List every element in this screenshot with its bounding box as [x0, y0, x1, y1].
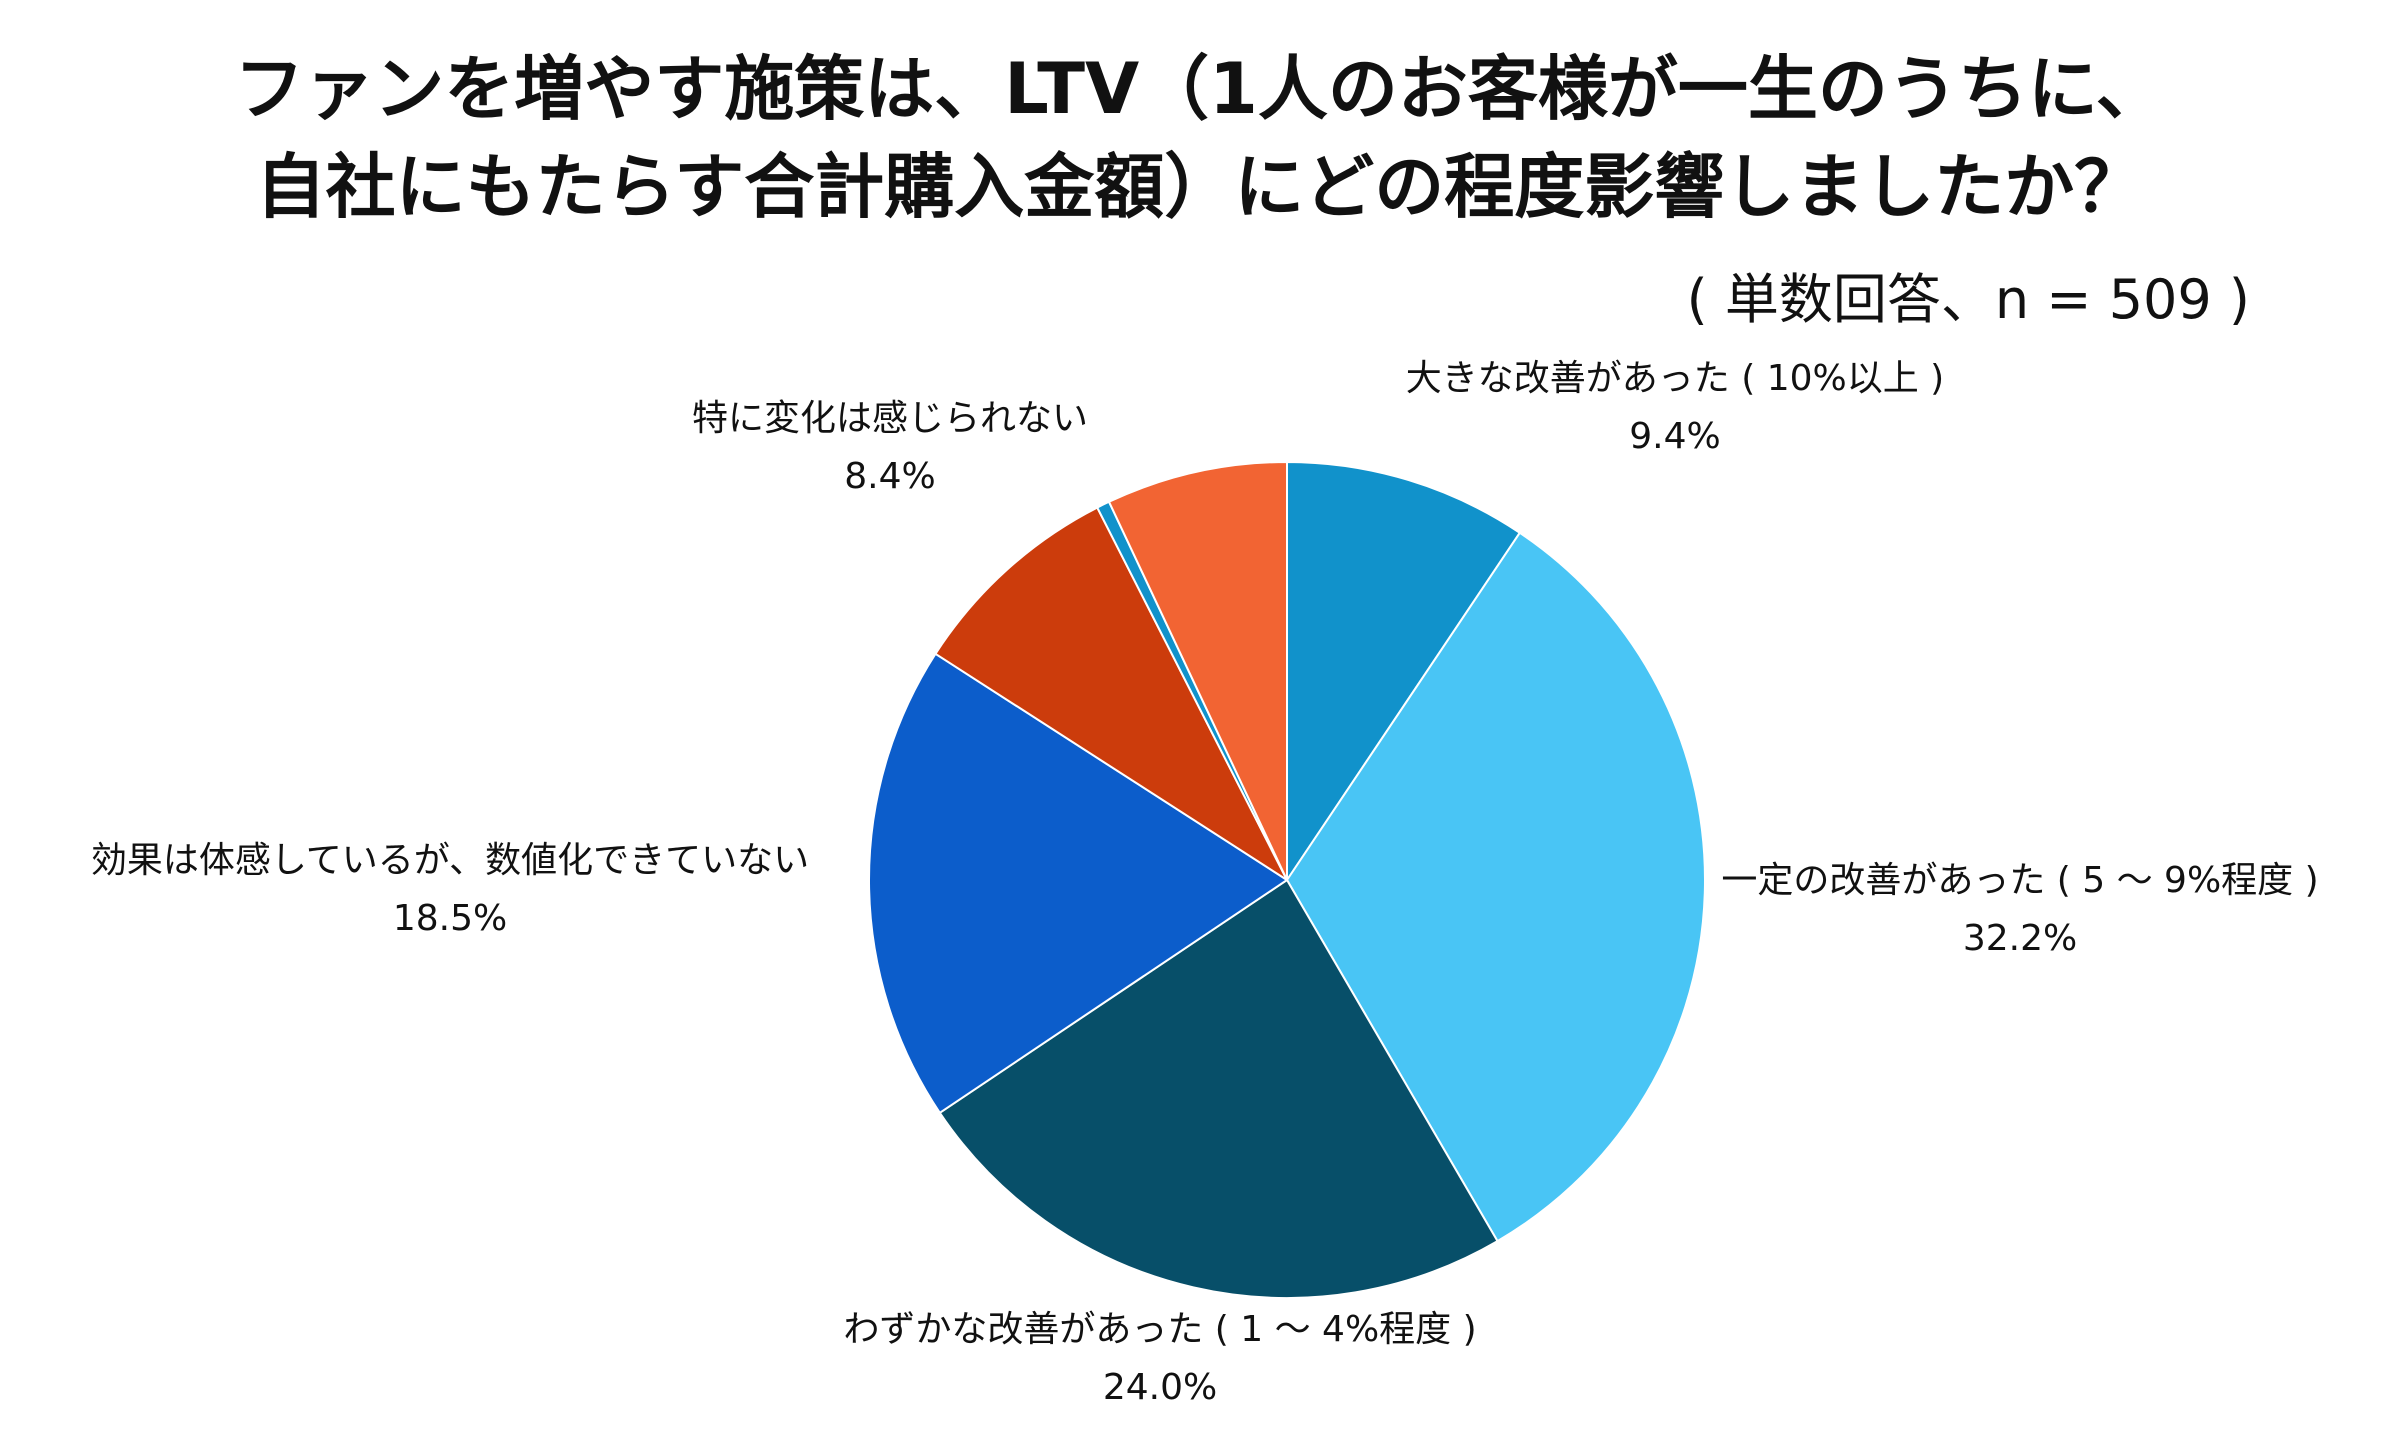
pie-slice-6	[1108, 461, 1288, 881]
chart-title-line-1: ファンを増やす施策は、LTV（1人のお客様が一生のうちに、	[234, 48, 2166, 130]
pie-slice-2	[938, 879, 1499, 1299]
slice-label-value: 24.0%	[1102, 1367, 1218, 1408]
slice-label-not-quantified: 効果は体感しているが、数値化できていない 18.5%	[30, 832, 870, 948]
slice-label-slight-improvement: わずかな改善があった ( 1 ～ 4%程度 ) 24.0%	[780, 1301, 1540, 1417]
slice-label-name: 特に変化は感じられない	[691, 398, 1088, 439]
slice-label-value: 32.2%	[1962, 918, 2078, 959]
slice-label-name: 一定の改善があった ( 5 ～ 9%程度 )	[1721, 860, 2319, 901]
slice-label-no-change: 特に変化は感じられない 8.4%	[530, 390, 1250, 506]
chart-title: ファンを増やす施策は、LTV（1人のお客様が一生のうちに、 自社にもたらす合計購…	[0, 40, 2400, 236]
slice-label-some-improvement: 一定の改善があった ( 5 ～ 9%程度 ) 32.2%	[1640, 852, 2400, 968]
chart-subtitle: ( 単数回答、n = 509 )	[1686, 268, 2250, 331]
slice-label-name: 効果は体感しているが、数値化できていない	[90, 840, 810, 881]
slice-label-large-improvement: 大きな改善があった ( 10%以上 ) 9.4%	[1295, 350, 2055, 466]
pie-slice-0	[1286, 461, 1521, 881]
slice-label-value: 8.4%	[844, 456, 936, 497]
pie-slice-4	[934, 506, 1288, 881]
slice-label-value: 9.4%	[1629, 416, 1721, 457]
chart-title-line-2: 自社にもたらす合計購入金額）にどの程度影響しましたか？	[255, 146, 2145, 228]
slice-label-name: わずかな改善があった ( 1 ～ 4%程度 )	[843, 1309, 1477, 1350]
slice-label-name: 大きな改善があった ( 10%以上 )	[1405, 358, 1945, 399]
pie-slice-3	[868, 652, 1288, 1114]
slice-label-value: 18.5%	[392, 898, 508, 939]
pie-slice-1	[1286, 531, 1706, 1243]
